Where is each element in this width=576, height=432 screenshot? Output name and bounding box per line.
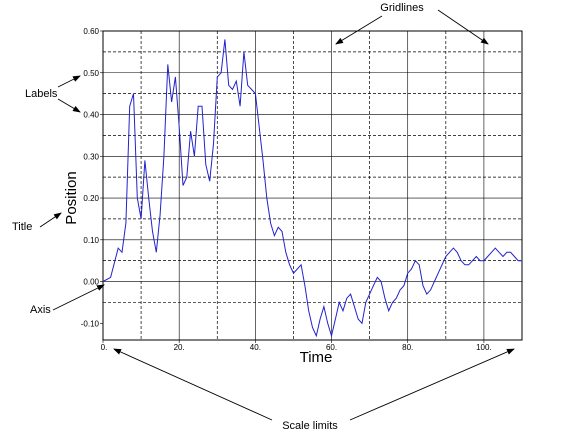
arrow-labels-lower [57,98,81,113]
x-tick-label: 100. [476,343,492,352]
annotation-scale-limits: Scale limits [282,420,338,432]
gridlines [103,31,522,340]
x-tick-label: 20. [174,343,185,352]
y-tick-label: 0.10 [83,236,99,245]
y-tick-label: 0.50 [83,69,99,78]
x-tick-label: 80. [402,343,413,352]
arrow-gridlines-left [335,15,383,45]
y-tick-label: 0.60 [83,27,99,36]
arrow-axis [52,284,105,311]
annotation-arrows [39,9,515,421]
annotation-title: Title [12,221,32,233]
arrow-labels-upper [57,75,81,88]
axis-ticks: -0.10 0.00 0.10 0.20 0.30 0.40 0.50 0.60 0. 20. 40… [81,27,492,352]
x-axis-title: Time [300,349,333,366]
y-tick-label: -0.10 [81,319,100,328]
x-tick-label: 0. [101,343,108,352]
annotation-gridlines: Gridlines [380,2,424,14]
arrow-gridlines-right [437,9,489,45]
x-tick-label: 40. [250,343,261,352]
y-tick-label: 0.40 [83,111,99,120]
annotation-axis: Axis [30,304,51,316]
y-tick-label: 0.30 [83,152,99,161]
plot-frame [102,30,523,341]
y-tick-label: 0.00 [83,278,99,287]
data-series-line [102,39,522,338]
arrow-scale-limits-right [349,348,515,421]
arrow-scale-limits-left [113,348,273,421]
y-axis-title: Position [63,171,80,224]
y-tick-label: 0.20 [83,194,99,203]
arrow-title [39,212,62,228]
annotation-labels: Labels [25,88,58,100]
x-tick-label: 60. [326,343,337,352]
